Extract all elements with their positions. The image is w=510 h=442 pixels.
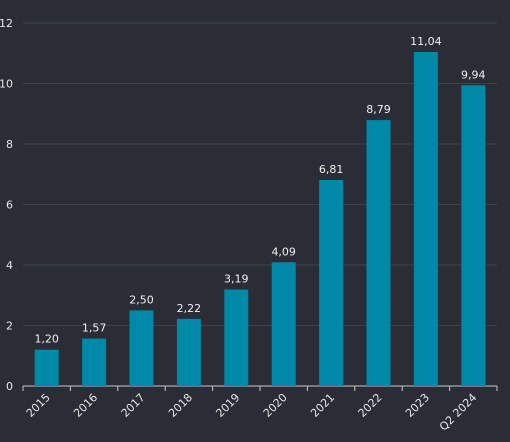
x-tick-label: 2022 (356, 391, 385, 420)
bar (319, 179, 344, 386)
bar (461, 85, 486, 386)
data-label: 11,04 (410, 35, 442, 48)
data-label: 2,22 (177, 302, 202, 315)
y-tick-label: 0 (6, 380, 13, 393)
bar (129, 310, 154, 386)
data-label: 9,94 (461, 68, 486, 81)
data-label: 2,50 (129, 293, 154, 306)
x-tick-label: 2020 (261, 391, 290, 420)
y-tick-label: 4 (6, 259, 13, 272)
data-label: 1,20 (34, 333, 59, 346)
bars (34, 52, 486, 386)
data-label: 1,57 (82, 322, 107, 335)
bar (413, 52, 438, 386)
bar (271, 262, 296, 386)
data-label: 4,09 (271, 245, 296, 258)
x-tick-label: 2017 (119, 391, 148, 420)
data-label: 3,19 (224, 273, 249, 286)
x-tick-label: 2016 (71, 391, 100, 420)
bar (176, 318, 201, 386)
data-label: 8,79 (366, 103, 391, 116)
y-tick-label: 2 (6, 320, 13, 333)
bar (366, 120, 391, 386)
x-tick-label: 2018 (166, 391, 195, 420)
bar (34, 349, 59, 386)
data-label: 6,81 (319, 163, 344, 176)
y-tick-label: 12 (0, 17, 13, 30)
y-tick-label: 10 (0, 78, 13, 91)
bar (82, 338, 107, 386)
y-tick-label: 8 (6, 138, 13, 151)
y-axis-ticks: 0 2 4 6 8 10 12 (0, 17, 13, 393)
y-tick-label: 6 (6, 199, 13, 212)
x-tick-label: 2023 (403, 391, 432, 420)
x-tick-label: 2021 (308, 391, 337, 420)
x-tick-label: Q2 2024 (437, 391, 480, 434)
x-axis-ticks: 2015 2016 2017 2018 2019 2020 2021 2022 2023 Q2 2… (22, 386, 498, 434)
x-tick-label: 2015 (24, 391, 53, 420)
bar (224, 289, 249, 386)
x-tick-label: 2019 (213, 391, 242, 420)
data-labels: 1,20 1,57 2,50 2,22 3,19 4,09 6,81 8,79 11,04 9,9… (34, 35, 485, 346)
